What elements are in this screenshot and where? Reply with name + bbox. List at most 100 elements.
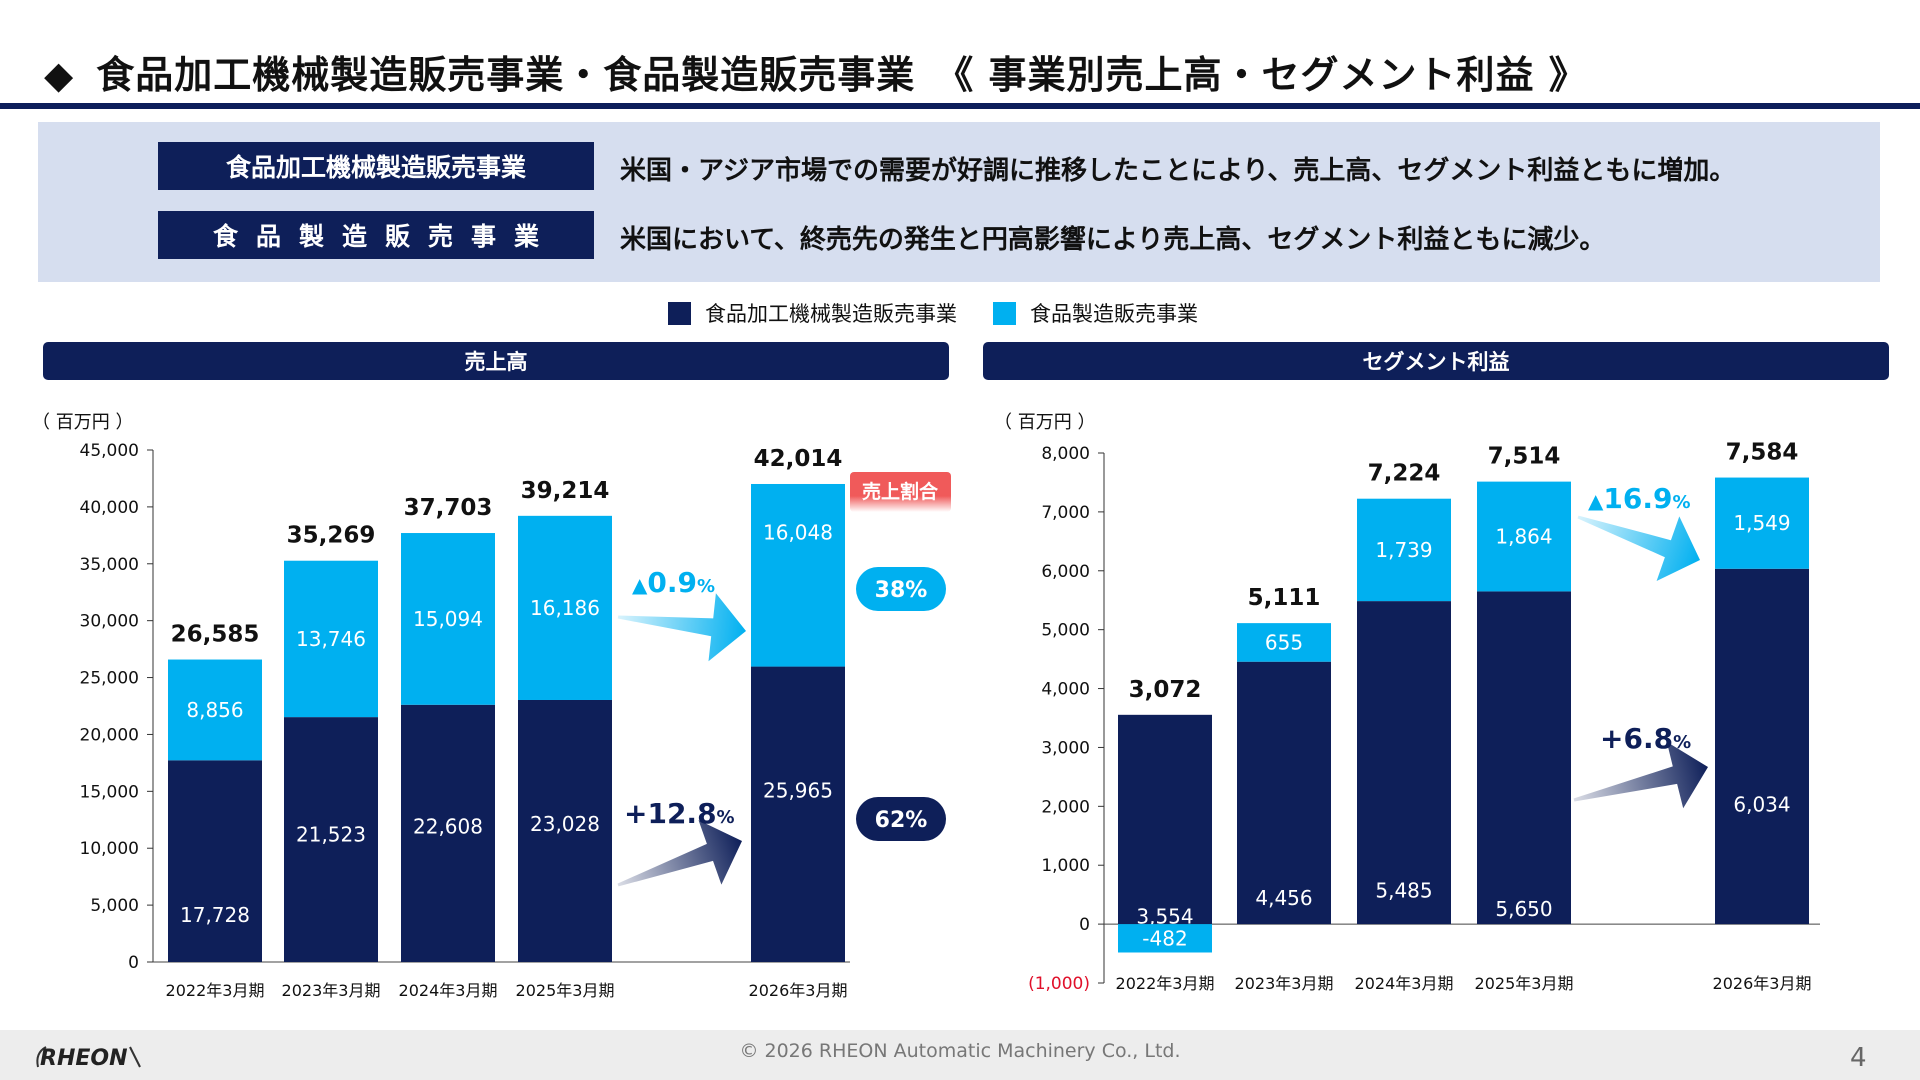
y-unit-label: （ 百万円 ） xyxy=(994,412,1095,433)
profit-machinery-change-value: +6.8 xyxy=(1600,722,1673,755)
bar-label-food: 1,739 xyxy=(1375,538,1432,562)
bar-total-label: 39,214 xyxy=(521,478,610,504)
y-tick-label: 25,000 xyxy=(80,669,139,689)
y-tick-label: 10,000 xyxy=(80,839,139,859)
bar-label-machinery: 25,965 xyxy=(763,778,833,802)
bar-label-machinery: 23,028 xyxy=(530,812,600,836)
share-header-badge xyxy=(850,472,951,512)
profit-food-change-label: ▲16.9% xyxy=(1588,482,1691,515)
bar-food xyxy=(1715,477,1809,569)
bar-total-label: 5,111 xyxy=(1248,585,1321,611)
bar-total-label: 7,224 xyxy=(1368,461,1441,487)
sales-food-change-value: 0.9 xyxy=(647,566,697,599)
bar-food xyxy=(518,515,612,700)
y-tick-label: 15,000 xyxy=(80,782,139,802)
share-machinery-pill xyxy=(856,797,946,841)
bar-food xyxy=(1118,924,1212,953)
summary-box: 食品加工機械製造販売事業 米国・アジア市場での需要が好調に推移したことにより、売… xyxy=(38,122,1880,282)
y-tick-label: 5,000 xyxy=(1041,621,1090,641)
y-tick-label: 1,000 xyxy=(1041,856,1090,876)
bar-label-food: -482 xyxy=(1142,926,1187,950)
y-tick-label: 35,000 xyxy=(80,555,139,575)
bar-food xyxy=(168,659,262,761)
bar-machinery xyxy=(1715,568,1809,925)
bar-total-label: 42,014 xyxy=(754,446,843,472)
sales-food-change-label: ▲0.9% xyxy=(632,566,715,599)
x-category-label: 2024年3月期 xyxy=(1355,974,1454,993)
sales-chart: （ 百万円 ） 0 5,000 10,000 15,000 20,000 25,000 30,… xyxy=(32,412,951,1000)
sales-machinery-change-arrow xyxy=(617,820,742,887)
y-unit-label: （ 百万円 ） xyxy=(32,412,133,433)
copyright-text: © 2026 RHEON Automatic Machinery Co., Lt… xyxy=(739,1040,1181,1062)
legend-item-machinery: 食品加工機械製造販売事業 xyxy=(668,298,957,328)
bar-label-food: 8,856 xyxy=(186,698,243,722)
segment-profit-chart: （ 百万円 ） (1,000) 0 1,000 2,000 3,000 4,000 5,000… xyxy=(994,412,1820,994)
bar-label-food: 13,746 xyxy=(296,627,366,651)
bar-label-machinery: 22,608 xyxy=(413,814,483,838)
sales-food-change-unit: % xyxy=(697,576,715,597)
x-category-label: 2022年3月期 xyxy=(166,981,265,1000)
y-tick-label: 45,000 xyxy=(80,441,139,461)
page-title-text: 食品加工機械製造販売事業・食品製造販売事業 《 事業別売上高・セグメント利益 》 xyxy=(96,53,1588,97)
share-header-label: 売上割合 xyxy=(862,480,939,503)
bar-label-food: 1,864 xyxy=(1495,525,1552,549)
page-title: ◆ 食品加工機械製造販売事業・食品製造販売事業 《 事業別売上高・セグメント利益 … xyxy=(44,44,1588,99)
up-triangle-icon: ▲ xyxy=(1588,489,1604,513)
legend-item-food: 食品製造販売事業 xyxy=(993,298,1198,328)
profit-machinery-change-arrow xyxy=(1573,741,1708,809)
bar-machinery xyxy=(1237,661,1331,925)
share-machinery-value: 62% xyxy=(875,808,928,833)
y-tick-label: 40,000 xyxy=(80,498,139,518)
bar-total-label: 37,703 xyxy=(404,495,493,521)
bar-label-food: 16,048 xyxy=(763,520,833,544)
y-tick-label: 0 xyxy=(1079,915,1090,935)
chart-legend: 食品加工機械製造販売事業 食品製造販売事業 xyxy=(668,298,1234,328)
bar-label-machinery: 5,485 xyxy=(1375,879,1432,903)
bar-machinery xyxy=(751,666,845,962)
x-category-label: 2026年3月期 xyxy=(749,981,848,1000)
y-tick-label: 0 xyxy=(128,953,139,973)
profit-food-change-value: 16.9 xyxy=(1603,482,1672,515)
bar-machinery xyxy=(1357,601,1451,925)
bar-label-food: 1,549 xyxy=(1733,511,1790,535)
bar-total-label: 7,514 xyxy=(1488,444,1561,470)
y-tick-label: 8,000 xyxy=(1041,444,1090,464)
segment-desc-food: 米国において、終売先の発生と円高影響により売上高、セグメント利益ともに減少。 xyxy=(620,225,1606,255)
segment-tag-machinery: 食品加工機械製造販売事業 xyxy=(158,142,594,190)
sales-panel-title: 売上高 xyxy=(43,342,949,380)
x-category-label: 2026年3月期 xyxy=(1713,974,1812,993)
share-food-value: 38% xyxy=(875,578,928,603)
legend-swatch-machinery xyxy=(668,301,691,325)
x-category-label: 2025年3月期 xyxy=(1475,974,1574,993)
bar-total-label: 26,585 xyxy=(171,622,260,648)
bar-machinery xyxy=(518,699,612,962)
sales-machinery-change-label: +12.8% xyxy=(624,797,735,830)
segment-desc-machinery: 米国・アジア市場での需要が好調に推移したことにより、売上高、セグメント利益ともに… xyxy=(620,156,1736,186)
bar-food xyxy=(1237,623,1331,662)
y-tick-label: (1,000) xyxy=(1028,974,1090,994)
bar-label-food: 16,186 xyxy=(530,596,600,620)
x-category-label: 2022年3月期 xyxy=(1116,974,1215,993)
y-tick-label: 5,000 xyxy=(90,896,139,916)
segment-tag-food: 食品製造販売事業 xyxy=(158,211,594,259)
bar-label-machinery: 17,728 xyxy=(180,903,250,927)
bar-total-label: 3,072 xyxy=(1129,677,1202,703)
svg-text:RHEON: RHEON xyxy=(40,1046,128,1071)
up-triangle-icon: ▲ xyxy=(632,573,648,597)
x-category-label: 2023年3月期 xyxy=(282,981,381,1000)
y-tick-label: 2,000 xyxy=(1041,797,1090,817)
y-tick-label: 6,000 xyxy=(1041,562,1090,582)
bar-food xyxy=(751,483,845,667)
bar-food xyxy=(1357,498,1451,602)
sales-machinery-change-unit: % xyxy=(717,807,735,828)
y-tick-label: 30,000 xyxy=(80,612,139,632)
bar-machinery xyxy=(1477,591,1571,925)
bar-machinery xyxy=(168,760,262,962)
y-tick-label: 7,000 xyxy=(1041,503,1090,523)
share-food-pill xyxy=(856,567,946,611)
bar-machinery xyxy=(1118,714,1212,925)
bar-label-food: 655 xyxy=(1265,630,1303,654)
x-category-label: 2023年3月期 xyxy=(1235,974,1334,993)
page-number: 4 xyxy=(1850,1043,1867,1073)
bar-food xyxy=(284,560,378,718)
